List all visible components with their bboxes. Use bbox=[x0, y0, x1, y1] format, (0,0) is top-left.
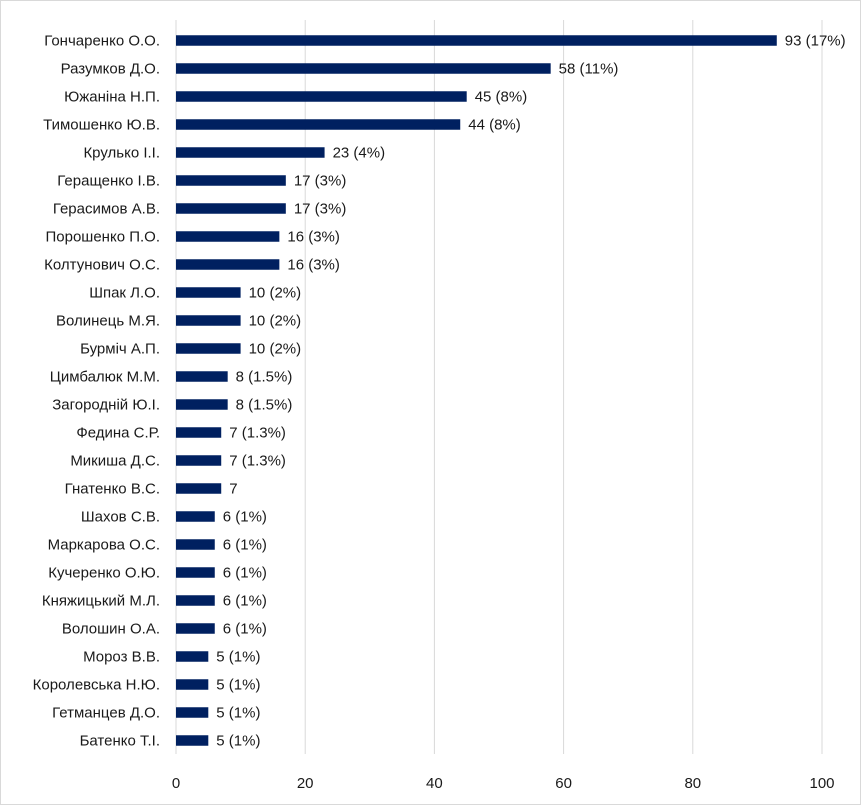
bar bbox=[176, 511, 215, 522]
bar bbox=[176, 203, 286, 214]
category-label: Тимошенко Ю.В. bbox=[43, 117, 160, 134]
bar bbox=[176, 231, 280, 242]
data-label: 6 (1%) bbox=[223, 537, 267, 554]
category-label: Волошин О.А. bbox=[62, 621, 160, 638]
bar bbox=[176, 35, 777, 46]
bar bbox=[176, 343, 241, 354]
category-label: Бурміч А.П. bbox=[80, 341, 160, 358]
data-label: 23 (4%) bbox=[333, 145, 386, 162]
category-label: Порошенко П.О. bbox=[46, 229, 161, 246]
bar bbox=[176, 651, 209, 662]
data-label: 5 (1%) bbox=[216, 649, 260, 666]
data-label: 6 (1%) bbox=[223, 565, 267, 582]
data-label: 10 (2%) bbox=[249, 285, 302, 302]
category-label: Колтунович О.С. bbox=[44, 257, 160, 274]
data-label: 7 (1.3%) bbox=[229, 453, 286, 470]
category-label: Мороз В.В. bbox=[83, 649, 160, 666]
category-label: Герасимов А.В. bbox=[53, 201, 160, 218]
data-label: 10 (2%) bbox=[249, 313, 302, 330]
bar bbox=[176, 735, 209, 746]
data-label: 8 (1.5%) bbox=[236, 369, 293, 386]
x-axis-ticks: 0 20 40 60 80 100 bbox=[172, 775, 835, 792]
bar bbox=[176, 259, 280, 270]
data-label: 17 (3%) bbox=[294, 201, 347, 218]
category-label: Загородній Ю.І. bbox=[52, 397, 160, 414]
x-tick-label: 0 bbox=[172, 775, 180, 792]
data-label: 93 (17%) bbox=[785, 33, 846, 50]
category-label: Гетманцев Д.О. bbox=[52, 705, 160, 722]
data-label: 16 (3%) bbox=[287, 257, 340, 274]
data-label: 58 (11%) bbox=[559, 61, 619, 78]
x-tick-label: 20 bbox=[297, 775, 314, 792]
x-tick-label: 40 bbox=[426, 775, 443, 792]
data-label: 17 (3%) bbox=[294, 173, 347, 190]
data-label: 10 (2%) bbox=[249, 341, 302, 358]
category-label: Шпак Л.О. bbox=[89, 285, 160, 302]
bar bbox=[176, 399, 228, 410]
category-label: Княжицький М.Л. bbox=[42, 593, 160, 610]
data-label: 6 (1%) bbox=[223, 621, 267, 638]
data-label: 5 (1%) bbox=[216, 677, 260, 694]
data-label: 5 (1%) bbox=[216, 733, 260, 750]
x-tick-label: 80 bbox=[684, 775, 701, 792]
bars bbox=[176, 35, 777, 746]
data-label: 8 (1.5%) bbox=[236, 397, 293, 414]
bar bbox=[176, 147, 325, 158]
data-label: 6 (1%) bbox=[223, 593, 267, 610]
bar bbox=[176, 63, 551, 74]
category-labels: Гончаренко О.О. Разумков Д.О. Южаніна Н.П.… bbox=[33, 33, 160, 750]
bar bbox=[176, 707, 209, 718]
bar bbox=[176, 287, 241, 298]
bar bbox=[176, 455, 222, 466]
category-label: Шахов С.В. bbox=[81, 509, 160, 526]
category-label: Южаніна Н.П. bbox=[64, 89, 160, 106]
category-label: Гнатенко В.С. bbox=[65, 481, 160, 498]
category-label: Геращенко І.В. bbox=[57, 173, 160, 190]
data-label: 45 (8%) bbox=[475, 89, 528, 106]
bar bbox=[176, 679, 209, 690]
category-label: Федина С.Р. bbox=[76, 425, 160, 442]
bar bbox=[176, 623, 215, 634]
bar bbox=[176, 119, 461, 130]
bar bbox=[176, 567, 215, 578]
category-label: Волинець М.Я. bbox=[56, 313, 160, 330]
category-label: Разумков Д.О. bbox=[61, 61, 160, 78]
bar bbox=[176, 595, 215, 606]
category-label: Батенко Т.І. bbox=[80, 733, 160, 750]
category-label: Гончаренко О.О. bbox=[44, 33, 160, 50]
data-label: 6 (1%) bbox=[223, 509, 267, 526]
x-tick-label: 100 bbox=[809, 775, 834, 792]
data-label: 16 (3%) bbox=[287, 229, 340, 246]
bar bbox=[176, 371, 228, 382]
bar bbox=[176, 175, 286, 186]
bar bbox=[176, 539, 215, 550]
bar bbox=[176, 427, 222, 438]
data-labels: 93 (17%) 58 (11%) 45 (8%) 44 (8%) 23 (4%) 17 … bbox=[216, 33, 845, 750]
category-label: Королевська Н.Ю. bbox=[33, 677, 160, 694]
data-label: 7 bbox=[229, 481, 237, 498]
data-label: 7 (1.3%) bbox=[229, 425, 286, 442]
data-label: 5 (1%) bbox=[216, 705, 260, 722]
category-label: Кучеренко О.Ю. bbox=[48, 565, 160, 582]
bar bbox=[176, 483, 222, 494]
category-label: Крулько І.І. bbox=[83, 145, 160, 162]
bar bbox=[176, 315, 241, 326]
bar bbox=[176, 91, 467, 102]
category-label: Маркарова О.С. bbox=[48, 537, 160, 554]
category-label: Микиша Д.С. bbox=[70, 453, 160, 470]
category-label: Цимбалюк М.М. bbox=[50, 369, 160, 386]
data-label: 44 (8%) bbox=[468, 117, 521, 134]
x-tick-label: 60 bbox=[555, 775, 572, 792]
